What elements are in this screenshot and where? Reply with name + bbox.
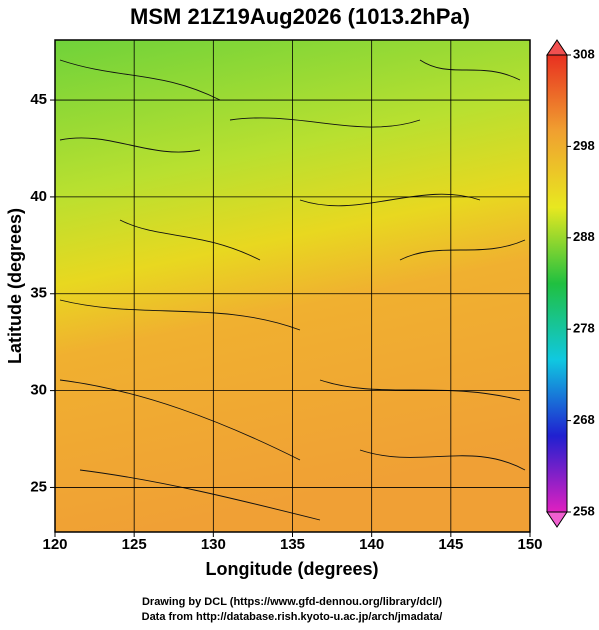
x-tick-label: 120 xyxy=(42,536,67,553)
colorbar-tick-label: 268 xyxy=(573,412,595,427)
x-tick-label: 140 xyxy=(359,536,384,553)
x-tick-label: 125 xyxy=(122,536,147,553)
x-tick-label: 145 xyxy=(438,536,463,553)
x-axis-label: Longitude (degrees) xyxy=(205,559,378,579)
y-tick-label: 40 xyxy=(30,188,47,205)
x-tick-label: 130 xyxy=(201,536,226,553)
y-tick-label: 35 xyxy=(30,285,47,302)
plot-frame xyxy=(54,39,531,533)
colorbar-tick-label: 258 xyxy=(573,503,595,518)
colorbar xyxy=(546,54,568,513)
y-tick-label: 25 xyxy=(30,478,47,495)
chart-title: MSM 21Z19Aug2026 (1013.2hPa) xyxy=(130,4,470,29)
credit: Data from http://database.rish.kyoto-u.a… xyxy=(142,611,443,623)
colorbar-tick-label: 288 xyxy=(573,229,595,244)
streamlines xyxy=(59,59,526,521)
plot xyxy=(50,40,531,537)
y-tick-label: 30 xyxy=(30,382,47,399)
colorbar-tick-label: 278 xyxy=(573,321,595,336)
colorbar-tick-label: 308 xyxy=(573,46,595,61)
colorbar-min-arrow xyxy=(546,511,568,528)
x-tick-label: 150 xyxy=(517,536,542,553)
colorbar-tick-label: 298 xyxy=(573,138,595,153)
credit: Drawing by DCL (https://www.gfd-dennou.o… xyxy=(142,596,442,608)
x-tick-label: 135 xyxy=(280,536,305,553)
y-axis-label: Latitude (degrees) xyxy=(5,208,25,364)
y-tick-label: 45 xyxy=(30,91,47,108)
colorbar-max-arrow xyxy=(546,39,568,56)
